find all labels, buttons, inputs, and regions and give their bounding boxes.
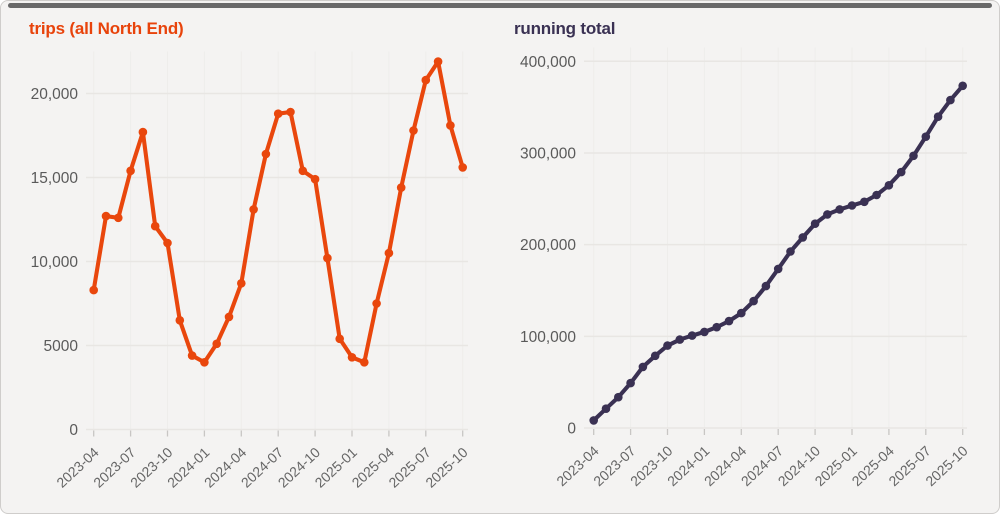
running-total-chart-panel: running total 0 100,000 200,000 300,000 400,… (501, 1, 999, 513)
horizontal-scrollbar[interactable] (8, 3, 992, 8)
svg-text:2025-10: 2025-10 (422, 444, 471, 491)
svg-text:15,000: 15,000 (31, 170, 79, 187)
svg-text:10,000: 10,000 (31, 254, 79, 271)
svg-text:0: 0 (69, 422, 78, 439)
running-total-line-chart: 0100,000200,000300,000400,0002023-042023… (520, 47, 971, 489)
svg-text:2025-10: 2025-10 (922, 442, 971, 489)
svg-text:300,000: 300,000 (520, 145, 576, 162)
trips-line-chart: 0500010,00015,00020,0002023-042023-07202… (31, 51, 471, 491)
svg-text:100,000: 100,000 (520, 329, 576, 346)
svg-text:200,000: 200,000 (520, 237, 576, 254)
trips-chart-title: trips (all North End) (29, 19, 184, 38)
trips-chart-panel: trips (all North End) 0 5000 10,000 15,000 2… (1, 1, 501, 513)
svg-text:400,000: 400,000 (520, 54, 576, 71)
svg-text:5000: 5000 (44, 338, 79, 355)
svg-text:0: 0 (567, 421, 576, 438)
svg-text:20,000: 20,000 (31, 86, 79, 103)
running-total-chart-title: running total (514, 19, 616, 38)
